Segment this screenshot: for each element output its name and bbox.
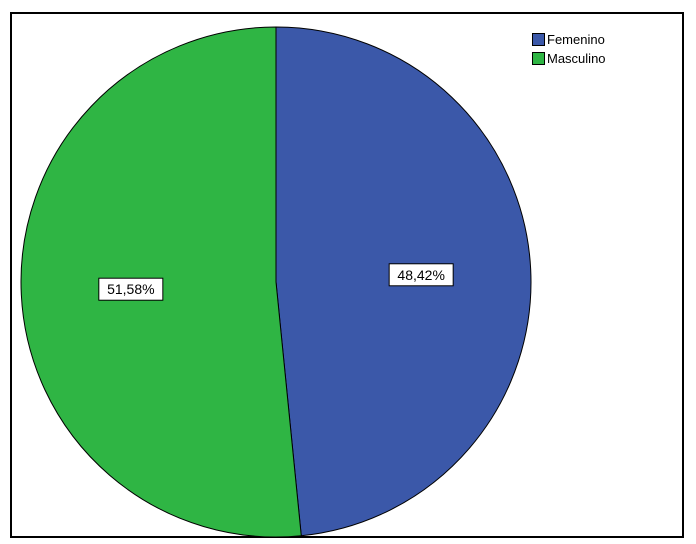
data-label-text: 51,58% xyxy=(107,281,154,297)
data-label-box xyxy=(98,277,164,301)
legend-item-femenino: Femenino xyxy=(532,30,606,49)
legend-swatch-masculino xyxy=(532,52,545,65)
data-label-text: 48,42% xyxy=(397,267,444,283)
data-label-masculino: 51,58% xyxy=(98,277,164,301)
data-label-box xyxy=(388,263,454,287)
legend-swatch-femenino xyxy=(532,33,545,46)
legend-item-masculino: Masculino xyxy=(532,49,606,68)
legend-label-femenino: Femenino xyxy=(547,32,605,47)
legend-label-masculino: Masculino xyxy=(547,51,606,66)
legend: Femenino Masculino xyxy=(532,30,606,68)
data-label-femenino: 48,42% xyxy=(388,263,454,287)
